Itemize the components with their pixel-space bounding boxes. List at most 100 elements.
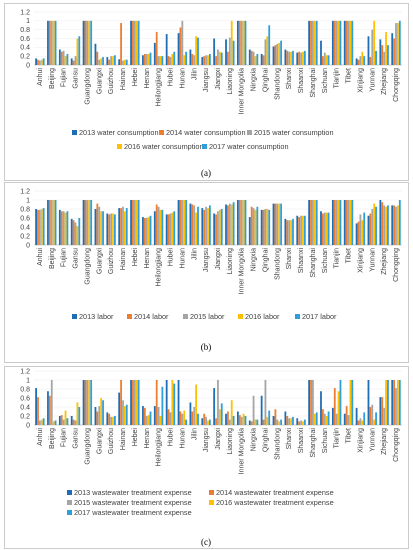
bar [112,213,114,245]
bar [373,203,376,245]
bar [240,200,243,245]
bar [54,20,57,65]
x-tick-label: Shanxi [286,68,293,90]
legend-swatch [67,500,72,505]
legend-label: 2017 water consumption [209,142,289,151]
x-tick-label: Gansu [73,68,80,89]
x-tick-label: Beijing [49,248,56,269]
bar [320,211,322,245]
bar [35,388,37,425]
x-tick-label: Tibet [346,248,353,263]
bar [47,200,49,245]
bar [155,31,158,66]
x-tick-label: Jiangxi [215,428,222,450]
bar [155,380,158,425]
x-tick-label: Hunan [179,68,186,89]
x-tick-label: Liaoning [227,428,234,455]
bar [76,226,79,245]
y-tick-label: 1.2 [20,9,30,16]
bar [369,407,372,425]
bar [66,211,69,245]
bar [244,416,247,425]
bar [100,211,103,245]
bar [264,39,267,65]
bar [110,56,113,65]
bar [66,418,69,425]
bar [308,200,311,245]
bar [300,215,302,245]
bar [375,50,377,65]
legend-swatch [72,130,77,135]
bar [276,43,279,65]
bar [381,397,384,425]
bar [217,380,219,425]
bar [38,420,41,425]
bar [94,43,97,65]
bar [264,209,267,245]
panel-caption: (b) [201,342,212,352]
bar [361,51,364,65]
bar [112,56,114,65]
x-tick-label: Yunnan [369,248,376,272]
bar [303,215,306,245]
x-tick-label: Hainan [120,68,127,90]
bar [323,212,326,245]
bar [145,416,148,425]
x-tick-label: Xinjiang [357,248,364,273]
bar [130,380,132,425]
bar [205,55,207,65]
bar [72,419,75,425]
x-tick-label: Shaanxi [298,248,305,274]
bar [218,51,221,65]
bar [195,384,198,425]
y-tick-label: 0 [26,242,30,249]
bar [369,57,372,65]
bar [385,31,387,66]
legend-swatch [209,490,214,495]
x-tick-label: Gansu [73,428,80,449]
bar [227,411,229,425]
bar [110,213,113,245]
x-tick-label: Heilongjiang [156,248,163,287]
y-tick-label: 0.2 [20,54,30,61]
bar [147,415,150,425]
bar [262,209,265,245]
y-tick-label: 0.6 [20,36,30,43]
x-tick-label: Shandong [274,248,281,280]
x-tick-label: Guangdong [84,248,91,285]
bar [312,380,314,425]
legend-swatch [238,314,243,319]
bar [102,400,104,425]
x-tick-label: Beijing [49,428,56,449]
x-tick-label: Sichuan [322,248,329,273]
bar [155,204,158,245]
bar [252,208,255,245]
x-tick-label: Hubei [168,248,175,267]
x-tick-label: Fujian [61,428,68,447]
bar [86,200,89,245]
bar [228,419,231,425]
bar [260,395,263,425]
bar [248,49,251,65]
bar [132,20,134,65]
bar [321,56,324,65]
bar [339,20,342,65]
x-tick-label: Jiangsu [203,248,210,272]
bar [50,20,53,65]
x-tick-label: Tianjin [334,68,341,88]
bar [213,388,216,425]
bar [320,391,322,425]
bar [37,59,39,65]
bar [363,56,366,65]
bar [132,200,134,245]
bar [179,27,182,65]
bar [78,407,81,425]
bar [82,20,85,65]
x-tick-label: Anhui [37,428,44,446]
bar [284,411,287,425]
bar [195,36,198,65]
x-tick-label: Jiangsu [203,68,210,92]
bar [78,36,81,65]
x-tick-label: Anhui [37,68,44,86]
bar [268,25,271,65]
